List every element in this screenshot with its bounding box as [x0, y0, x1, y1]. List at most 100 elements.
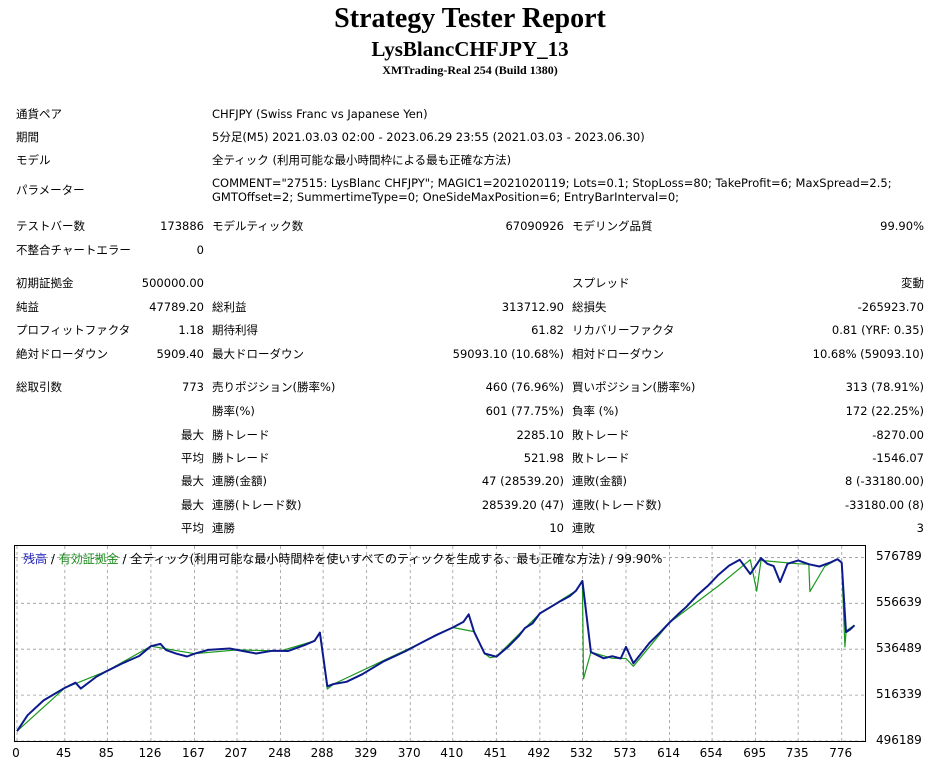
mismatch-value: 0: [196, 243, 204, 257]
chart-legend: 残高 / 有効証拠金 / 全ティック(利用可能な最小時間枠を使いすべてのティック…: [23, 552, 662, 566]
expected-payoff-label: 期待利得: [212, 323, 258, 337]
ticks-value: 67090926: [505, 219, 564, 233]
x-tick-label: 776: [829, 746, 853, 760]
x-tick-label: 735: [785, 746, 809, 760]
legend-description: / 全ティック(利用可能な最小時間枠を使いすべてのティックを生成する、最も正確な…: [118, 552, 663, 566]
long-positions-value: 313 (78.91%): [845, 380, 924, 394]
largest-win-label: 勝トレード: [212, 428, 270, 442]
deposit-label: 初期証拠金: [16, 276, 74, 290]
y-tick-label: 576789: [876, 549, 922, 564]
y-tick-label: 556639: [876, 595, 922, 610]
largest-loss-value: -8270.00: [872, 428, 924, 442]
bars-value: 173886: [160, 219, 204, 233]
gross-loss-label: 総損失: [572, 300, 607, 314]
period-value: 5分足(M5) 2021.03.03 02:00 - 2023.06.29 23…: [212, 130, 645, 144]
x-tick-label: 532: [569, 746, 593, 760]
stats-table: 通貨ペア CHFJPY (Swiss Franc vs Japanese Yen…: [16, 107, 924, 535]
short-positions-value: 460 (76.96%): [485, 380, 564, 394]
params-value: COMMENT="27515: LysBlanc CHFJPY"; MAGIC1…: [212, 176, 892, 204]
x-tick-label: 654: [699, 746, 723, 760]
max-consecutive-profit-prefix: 最大: [181, 498, 204, 512]
balance-series-line: [16, 557, 856, 732]
short-positions-label: 売りポジション(勝率%): [212, 380, 336, 394]
win-rate-value: 601 (77.75%): [485, 404, 564, 418]
loss-rate-value: 172 (22.25%): [845, 404, 924, 418]
average-consecutive-wins-label: 連勝: [212, 521, 235, 535]
max-consecutive-profit-label: 連勝(トレード数): [212, 498, 302, 512]
x-tick-label: 573: [613, 746, 637, 760]
long-positions-label: 買いポジション(勝率%): [572, 380, 696, 394]
legend-separator: /: [47, 552, 59, 566]
max-consecutive-wins-value: 47 (28539.20): [481, 474, 564, 488]
x-tick-label: 0: [12, 746, 20, 760]
x-tick-label: 248: [268, 746, 292, 760]
model-label: モデル: [16, 153, 51, 167]
x-tick-label: 329: [354, 746, 378, 760]
spread-value: 変動: [901, 276, 924, 290]
total-trades-value: 773: [182, 380, 204, 394]
balance-chart-plot: [15, 546, 865, 741]
gross-profit-label: 総利益: [212, 300, 247, 314]
x-tick-label: 410: [440, 746, 464, 760]
x-tick-label: 126: [138, 746, 162, 760]
max-consecutive-loss-label: 連敗(トレード数): [572, 498, 662, 512]
legend-equity: 有効証拠金: [58, 552, 119, 566]
total-trades-label: 総取引数: [16, 380, 62, 394]
spread-label: スプレッド: [572, 276, 630, 290]
x-tick-label: 614: [657, 746, 681, 760]
y-tick-label: 496189: [876, 733, 922, 747]
gross-loss-value: -265923.70: [857, 300, 924, 314]
relative-drawdown-value: 10.68% (59093.10): [812, 347, 924, 361]
recovery-factor-value: 0.81 (YRF: 0.35): [831, 323, 924, 337]
max-consecutive-prefix: 最大: [181, 474, 204, 488]
x-axis-labels: 0 45 85 126 167 207 248 288 329 370 410 451 492 532 57…: [0, 746, 940, 766]
x-tick-label: 167: [182, 746, 205, 760]
maximal-drawdown-value: 59093.10 (10.68%): [452, 347, 564, 361]
absolute-drawdown-label: 絶対ドローダウン: [16, 347, 108, 361]
mismatch-label: 不整合チャートエラー: [16, 243, 131, 257]
average-prefix: 平均: [181, 451, 204, 465]
quality-value: 99.90%: [880, 219, 924, 233]
max-consecutive-profit-value: 28539.20 (47): [481, 498, 564, 512]
max-consecutive-losses-label: 連敗(金額): [572, 474, 627, 488]
largest-prefix: 最大: [181, 428, 204, 442]
params-label: パラメーター: [16, 183, 85, 197]
quality-label: モデリング品質: [572, 219, 653, 233]
loss-rate-label: 負率 (%): [572, 404, 619, 418]
gross-profit-value: 313712.90: [501, 300, 564, 314]
y-tick-label: 516339: [876, 687, 922, 702]
profit-factor-label: プロフィットファクタ: [16, 323, 131, 337]
report-header: Strategy Tester Report LysBlancCHFJPY_13…: [0, 0, 940, 78]
symbol-value: CHFJPY (Swiss Franc vs Japanese Yen): [212, 107, 428, 121]
x-tick-label: 45: [56, 746, 72, 760]
relative-drawdown-label: 相対ドローダウン: [572, 347, 664, 361]
average-consecutive-losses-label: 連敗: [572, 521, 595, 535]
net-profit-label: 純益: [16, 300, 39, 314]
average-loss-label: 敗トレード: [572, 451, 630, 465]
absolute-drawdown-value: 5909.40: [156, 347, 204, 361]
symbol-label: 通貨ペア: [16, 107, 62, 121]
x-tick-label: 288: [310, 746, 334, 760]
largest-loss-label: 敗トレード: [572, 428, 630, 442]
expected-payoff-value: 61.82: [531, 323, 564, 337]
average-consecutive-wins-value: 10: [549, 521, 564, 535]
profit-factor-value: 1.18: [178, 323, 204, 337]
average-loss-value: -1546.07: [872, 451, 924, 465]
y-axis-labels: 576789 556639 536489 516339 496189: [872, 545, 940, 755]
average-win-value: 521.98: [523, 451, 564, 465]
average-win-label: 勝トレード: [212, 451, 270, 465]
x-tick-label: 370: [397, 746, 421, 760]
period-label: 期間: [16, 130, 39, 144]
equity-series-line: [16, 558, 855, 732]
y-tick-label: 536489: [876, 641, 922, 656]
bars-label: テストバー数: [16, 219, 85, 233]
account-build: XMTrading-Real 254 (Build 1380): [382, 63, 558, 77]
largest-win-value: 2285.10: [516, 428, 564, 442]
model-value: 全ティック (利用可能な最小時間枠による最も正確な方法): [212, 153, 512, 167]
legend-balance: 残高: [23, 552, 48, 566]
net-profit-value: 47789.20: [149, 300, 204, 314]
x-tick-label: 451: [483, 746, 507, 760]
balance-chart: 残高 / 有効証拠金 / 全ティック(利用可能な最小時間枠を使いすべてのティック…: [14, 545, 866, 742]
x-tick-label: 695: [743, 746, 767, 760]
deposit-value: 500000.00: [141, 276, 204, 290]
